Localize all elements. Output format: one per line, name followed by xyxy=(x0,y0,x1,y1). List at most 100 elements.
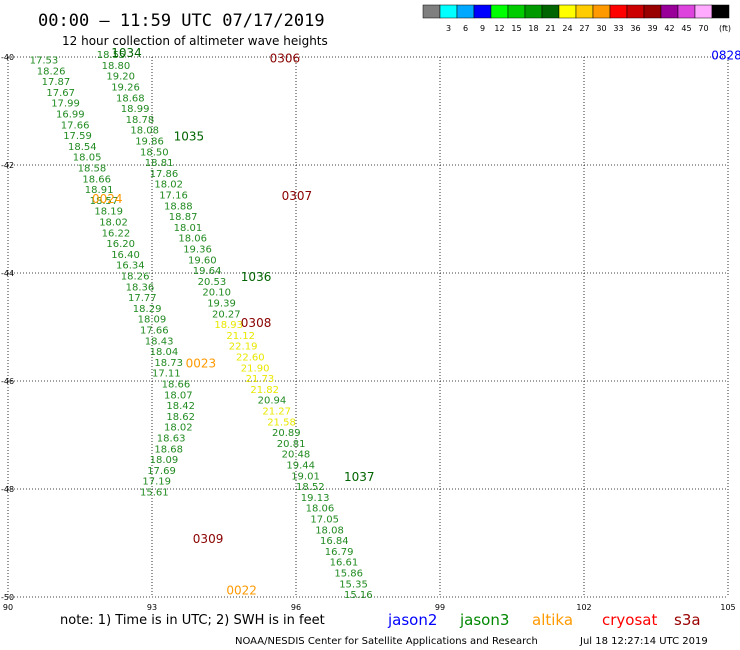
y-tick-label: -50 xyxy=(1,593,14,602)
pass-time-label: 1036 xyxy=(241,270,272,284)
legend-swatch xyxy=(473,4,492,19)
wave-height-value: 20.81 xyxy=(277,439,306,450)
wave-height-value: 15.61 xyxy=(140,487,169,498)
wave-height-value: 20.53 xyxy=(198,277,227,288)
legend-swatch xyxy=(694,4,713,19)
wave-height-value: 17.16 xyxy=(159,190,188,201)
wave-height-value: 16.79 xyxy=(325,547,354,558)
wave-height-value: 18.42 xyxy=(166,401,195,412)
wave-height-value: 18.29 xyxy=(133,304,162,315)
wave-height-value: 21.73 xyxy=(246,374,275,385)
wave-height-value: 19.60 xyxy=(188,255,217,266)
wave-height-value: 16.40 xyxy=(111,250,140,261)
wave-height-value: 22.60 xyxy=(236,352,265,363)
legend-swatch xyxy=(507,4,526,19)
wave-height-value: 19.64 xyxy=(193,266,222,277)
pass-time-label: 1035 xyxy=(174,130,205,144)
wave-height-value: 18.62 xyxy=(166,412,195,423)
wave-height-value: 16.20 xyxy=(106,239,135,250)
wave-height-value: 17.53 xyxy=(30,55,59,66)
credit-text: NOAA/NESDIS Center for Satellite Applica… xyxy=(235,636,538,647)
y-tick-label: -42 xyxy=(1,161,14,170)
wave-height-value: 18.80 xyxy=(102,61,131,72)
legend-value: 36 xyxy=(630,24,640,33)
x-tick-label: 105 xyxy=(720,603,735,612)
wave-height-value: 19.39 xyxy=(207,298,236,309)
legend-swatch xyxy=(439,4,458,19)
legend-swatch xyxy=(524,4,543,19)
y-tick-label: -40 xyxy=(1,53,14,62)
wave-height-value: 18.88 xyxy=(164,201,193,212)
legend-value: 42 xyxy=(664,24,674,33)
legend-swatch xyxy=(711,4,730,19)
x-tick-label: 99 xyxy=(435,603,445,612)
wave-height-value: 21.82 xyxy=(250,385,279,396)
legend-value: 24 xyxy=(562,24,572,33)
legend-swatch xyxy=(422,4,441,19)
wave-height-value: 18.43 xyxy=(145,336,174,347)
pass-time-label: 0309 xyxy=(193,532,224,546)
wave-height-value: 18.66 xyxy=(82,174,111,185)
wave-height-value: 20.48 xyxy=(282,450,311,461)
wave-height-value: 18.07 xyxy=(164,390,193,401)
wave-height-value: 18.68 xyxy=(154,444,183,455)
legend-value: 12 xyxy=(494,24,504,33)
wave-height-value: 21.12 xyxy=(226,331,255,342)
x-tick-label: 102 xyxy=(576,603,591,612)
legend-value: 27 xyxy=(579,24,589,33)
wave-height-value: 17.86 xyxy=(150,169,179,180)
wave-height-value: 19.13 xyxy=(301,493,330,504)
legend-value: 39 xyxy=(647,24,657,33)
legend-swatch xyxy=(643,4,662,19)
wave-height-value: 18.87 xyxy=(169,212,198,223)
pass-labels: 1034 1035 0024 1036 0308 0306 0307 1037 0309 0023… xyxy=(92,46,740,597)
wave-height-value: 17.66 xyxy=(140,325,169,336)
pass-time-label: 0024 xyxy=(92,192,123,206)
y-tick-label: -46 xyxy=(1,377,14,386)
wave-height-value: 18.36 xyxy=(126,282,155,293)
wave-height-value: 20.27 xyxy=(212,309,241,320)
x-tick-label: 93 xyxy=(147,603,157,612)
wave-height-value: 18.93 xyxy=(214,320,243,331)
wave-height-points: 17.5318.2617.8717.6717.9916.9917.6617.59… xyxy=(30,50,373,601)
timestamp-text: Jul 18 12:27:14 UTC 2019 xyxy=(579,636,708,647)
chart-header: 00:00 – 11:59 UTC 07/17/2019 12 hour col… xyxy=(38,11,328,48)
legend-value: 70 xyxy=(698,24,708,33)
wave-height-value: 18.04 xyxy=(150,347,179,358)
wave-height-value: 18.66 xyxy=(162,379,191,390)
chart-subtitle: 12 hour collection of altimeter wave hei… xyxy=(62,34,328,48)
wave-height-value: 18.06 xyxy=(306,504,335,515)
wave-height-value: 18.78 xyxy=(126,115,155,126)
wave-height-value: 18.08 xyxy=(130,126,159,137)
legend-value: 6 xyxy=(463,24,468,33)
wave-height-value: 20.94 xyxy=(258,396,287,407)
legend-value: 21 xyxy=(545,24,555,33)
wave-height-value: 15.86 xyxy=(334,568,363,579)
wave-height-value: 19.01 xyxy=(291,471,320,482)
pass-time-label: 0307 xyxy=(282,189,313,203)
wave-height-value: 18.81 xyxy=(145,158,174,169)
legend-value: 33 xyxy=(613,24,623,33)
wave-height-value: 19.86 xyxy=(135,136,164,147)
wave-height-value: 16.34 xyxy=(116,261,145,272)
wave-height-value: 21.90 xyxy=(241,363,270,374)
legend-swatch xyxy=(541,4,560,19)
wave-height-value: 18.57 xyxy=(90,196,119,207)
satellite-cryosat: cryosat xyxy=(602,611,657,629)
pass-time-label: 0022 xyxy=(226,583,257,597)
pass-time-label: 0308 xyxy=(241,316,272,330)
chart-title: 00:00 – 11:59 UTC 07/17/2019 xyxy=(38,11,325,31)
satellite-jason3: jason3 xyxy=(459,611,509,629)
satellite-altika: altika xyxy=(532,611,573,629)
wave-height-value: 17.59 xyxy=(63,131,92,142)
legend-value: 9 xyxy=(480,24,485,33)
legend-swatch xyxy=(592,4,611,19)
wave-height-value: 18.01 xyxy=(174,223,203,234)
wave-height-value: 18.02 xyxy=(164,423,193,434)
legend-value: 30 xyxy=(596,24,606,33)
wave-height-value: 18.58 xyxy=(78,163,107,174)
legend-unit: (ft) xyxy=(719,24,731,33)
wave-height-value: 18.09 xyxy=(150,455,179,466)
legend-swatch xyxy=(456,4,475,19)
color-legend: 3 6 9 12 15 18 21 24 27 30 33 36 39 42 45 70 (ft) xyxy=(422,4,731,33)
